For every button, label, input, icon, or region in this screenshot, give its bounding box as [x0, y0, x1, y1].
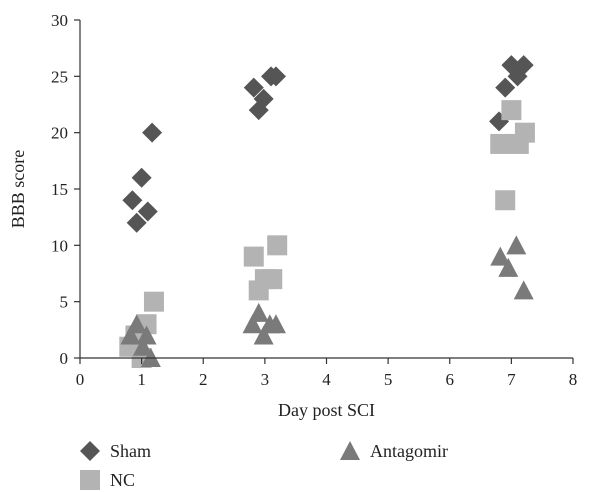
x-tick-label: 6: [446, 370, 455, 389]
sham-point: [142, 122, 163, 143]
legend-marker-antagomir: [340, 441, 360, 460]
y-tick-label: 10: [51, 236, 68, 255]
antagomir-point: [136, 325, 157, 345]
y-tick-label: 20: [51, 124, 68, 143]
sham-point: [495, 77, 516, 98]
legend-item-sham: Sham: [80, 441, 151, 461]
legend-marker-sham: [80, 441, 100, 461]
antagomir-point: [253, 325, 274, 345]
y-tick-label: 5: [60, 293, 69, 312]
sham-point: [131, 167, 152, 188]
x-tick-label: 8: [569, 370, 578, 389]
plot-area: [119, 55, 535, 368]
series-sham: [122, 55, 534, 233]
series-antagomir: [120, 235, 534, 367]
x-tick-label: 3: [261, 370, 270, 389]
nc-point: [143, 291, 164, 312]
y-axis-title: BBB score: [8, 150, 28, 229]
sham-point: [243, 77, 264, 98]
x-tick-label: 4: [322, 370, 331, 389]
y-tick-label: 30: [51, 11, 68, 30]
legend-item-antagomir: Antagomir: [340, 441, 448, 461]
sham-point: [137, 201, 158, 222]
antagomir-point: [513, 280, 534, 300]
antagomir-point: [265, 314, 286, 334]
legend-label-antagomir: Antagomir: [370, 441, 448, 461]
x-tick-label: 1: [137, 370, 146, 389]
legend: Sham NC Antagomir: [80, 441, 448, 490]
x-tick-label: 7: [507, 370, 516, 389]
y-tick-label: 25: [51, 67, 68, 86]
antagomir-point: [506, 235, 527, 255]
x-tick-label: 5: [384, 370, 393, 389]
x-tick-label: 0: [76, 370, 85, 389]
nc-point: [267, 235, 288, 256]
nc-point: [495, 190, 516, 211]
sham-point: [265, 66, 286, 87]
nc-point: [501, 100, 522, 121]
x-axis-title: Day post SCI: [278, 400, 375, 420]
legend-label-sham: Sham: [110, 441, 151, 461]
antagomir-point: [126, 314, 147, 334]
y-tick-label: 0: [60, 349, 69, 368]
sham-point: [126, 212, 147, 233]
legend-label-nc: NC: [110, 470, 135, 490]
antagomir-point: [248, 302, 269, 322]
legend-item-nc: NC: [80, 470, 135, 490]
y-tick-label: 15: [51, 180, 68, 199]
series-nc: [119, 100, 535, 368]
nc-point: [514, 122, 535, 143]
antagomir-point: [132, 336, 153, 356]
antagomir-point: [120, 325, 141, 345]
antagomir-point: [498, 257, 519, 277]
sham-point: [513, 55, 534, 76]
sham-point: [253, 88, 274, 109]
legend-marker-nc: [80, 470, 100, 490]
nc-point: [262, 269, 283, 290]
nc-point: [243, 246, 264, 267]
antagomir-point: [490, 246, 511, 266]
nc-point: [490, 133, 511, 154]
x-tick-label: 2: [199, 370, 208, 389]
axis-ticks: 0 5 10 15 20 25 30 0 1 2 3 4 5 6 7 8: [51, 11, 577, 389]
sham-point: [122, 190, 143, 211]
antagomir-point: [242, 314, 263, 334]
